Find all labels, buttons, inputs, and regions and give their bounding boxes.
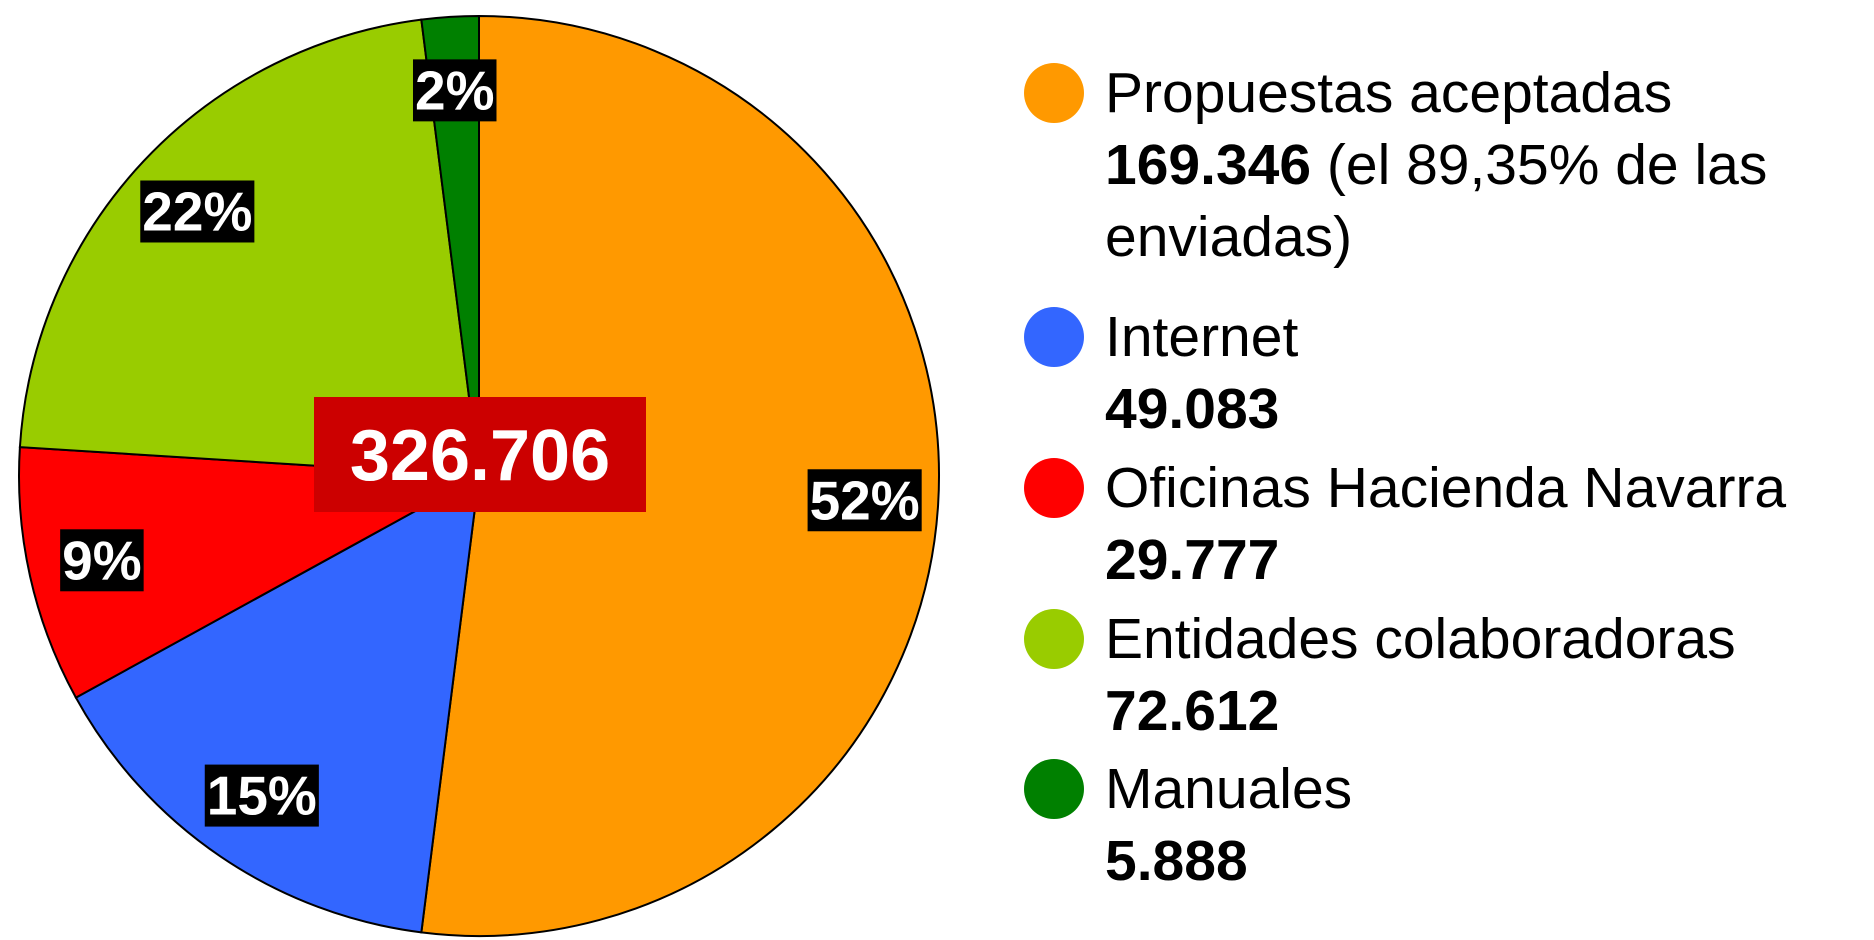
legend-text: Oficinas Hacienda Navarra 29.777: [1105, 452, 1787, 596]
legend-text: Internet 49.083: [1105, 301, 1785, 445]
legend-name: Internet: [1105, 305, 1299, 369]
legend-text: Entidades colaboradoras 72.612: [1105, 603, 1785, 747]
pie-slice: [420, 14, 940, 937]
legend-marker: [1024, 458, 1084, 518]
label-background: [807, 469, 922, 532]
legend-name: Manuales: [1105, 757, 1353, 821]
legend-marker: [1024, 63, 1084, 123]
legend-amount: 72.612: [1105, 679, 1280, 743]
slice-label: 52%: [810, 469, 920, 531]
legend-text: Manuales 5.888: [1105, 753, 1785, 897]
legend-amount: 49.083: [1105, 377, 1280, 441]
legend-amount: 5.888: [1105, 829, 1248, 893]
legend-marker: [1024, 759, 1084, 819]
label-background: [412, 59, 497, 122]
legend-text: Propuestas aceptadas 169.346 (el 89,35% d…: [1105, 57, 1785, 273]
label-background: [140, 180, 255, 243]
total-label: 326.706: [350, 416, 610, 496]
legend-note: (el 89,35% de las enviadas): [1105, 133, 1768, 269]
slice-label: 9%: [62, 529, 142, 591]
legend: Propuestas aceptadas 169.346 (el 89,35% d…: [1000, 0, 1874, 940]
pie-slice: [18, 18, 481, 478]
legend-name: Entidades colaboradoras: [1105, 607, 1736, 671]
pie-slice: [74, 474, 481, 934]
slice-label: 2%: [415, 59, 495, 121]
pie-slice: [420, 14, 480, 477]
label-background: [60, 529, 144, 592]
legend-marker: [1024, 609, 1084, 669]
total-background: [314, 397, 646, 512]
legend-amount: 29.777: [1105, 528, 1280, 592]
legend-amount: 169.346: [1105, 133, 1312, 197]
slice-label: 22%: [142, 180, 252, 242]
label-background: [204, 764, 319, 827]
legend-name: Oficinas Hacienda Navarra: [1105, 456, 1787, 520]
legend-name: Propuestas aceptadas: [1105, 61, 1673, 125]
legend-marker: [1024, 307, 1084, 367]
slice-label: 15%: [207, 765, 317, 827]
